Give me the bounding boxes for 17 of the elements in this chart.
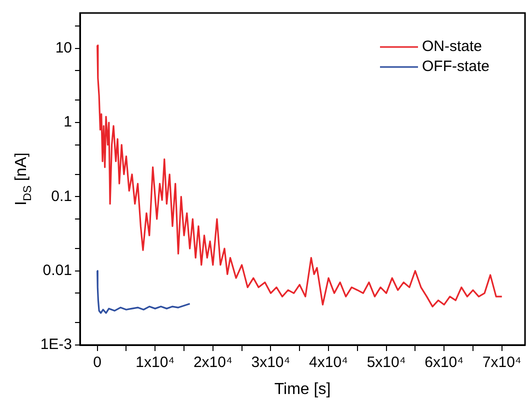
y-tick-label: 1E-3 (40, 336, 72, 354)
legend-label: OFF-state (422, 58, 490, 76)
y-tick-label: 0.01 (42, 262, 72, 279)
x-tick-label: 4x10⁴ (309, 354, 348, 372)
x-tick-label: 3x10⁴ (251, 354, 290, 372)
x-axis-title: Time [s] (274, 381, 331, 398)
x-tick-label: 7x10⁴ (482, 354, 522, 372)
x-tick-label: 2x10⁴ (193, 354, 232, 372)
y-tick-label: 0.1 (51, 188, 72, 205)
x-tick-label: 1x10⁴ (136, 354, 175, 372)
x-tick-label: 5x10⁴ (366, 354, 406, 372)
legend-label: ON-state (422, 38, 482, 56)
y-tick-label: 1 (64, 114, 72, 131)
x-tick-label: 6x10⁴ (424, 354, 464, 372)
y-axis-title: IDS [nA] (13, 152, 34, 206)
y-tick-label: 10 (55, 40, 72, 57)
x-tick-label: 0 (93, 354, 102, 372)
